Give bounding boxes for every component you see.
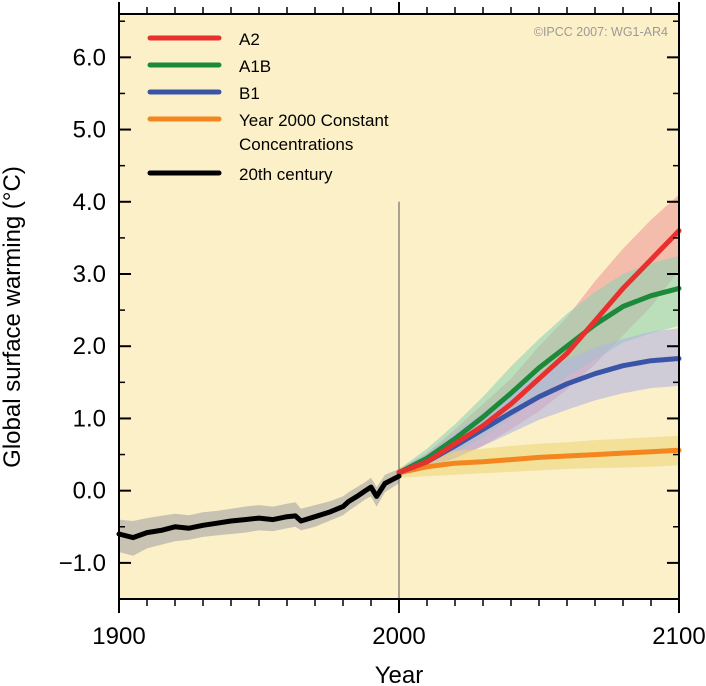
x-axis-title: Year xyxy=(375,662,424,686)
y-axis-title: Global surface warming (°C) xyxy=(0,166,26,468)
legend-label-20th-century: 20th century xyxy=(239,165,333,184)
line-a2 xyxy=(396,228,682,476)
copyright-text: ©IPCC 2007: WG1-AR4 xyxy=(534,25,668,39)
line-20th-century xyxy=(116,473,402,541)
x-tick-label: 2000 xyxy=(372,623,425,650)
legend-label-year-2000-constant-concentrations: Year 2000 Constant Concentrations xyxy=(239,111,389,154)
band-a2 xyxy=(399,194,679,477)
series-lines xyxy=(116,228,682,541)
legend: A2 A1B B1 Year 2000 Constant Concentrations 2… xyxy=(147,30,389,184)
y-tick-label: 2.0 xyxy=(73,333,106,360)
y-tick-label: 0.0 xyxy=(73,478,106,505)
y-tick-label: 1.0 xyxy=(73,405,106,432)
legend-label-a2: A2 xyxy=(239,30,260,49)
y-tick-label: 6.0 xyxy=(73,44,106,71)
band-20th-century xyxy=(119,469,399,556)
y-tick-label: −1.0 xyxy=(59,550,106,577)
line-year-2000-constant-concentrations xyxy=(396,447,682,476)
axis-ticks: −1.0 0.0 1.0 2.0 3.0 4.0 5.0 6.0 1900 2000 2100 xyxy=(59,2,706,650)
legend-label-a1b: A1B xyxy=(239,57,271,76)
x-tick-label: 1900 xyxy=(92,623,145,650)
line-a1b xyxy=(396,285,682,476)
y-tick-label: 5.0 xyxy=(73,117,106,144)
x-tick-label: 2100 xyxy=(652,623,705,650)
y-tick-label: 3.0 xyxy=(73,261,106,288)
legend-label-b1: B1 xyxy=(239,84,260,103)
y-tick-label: 4.0 xyxy=(73,189,106,216)
